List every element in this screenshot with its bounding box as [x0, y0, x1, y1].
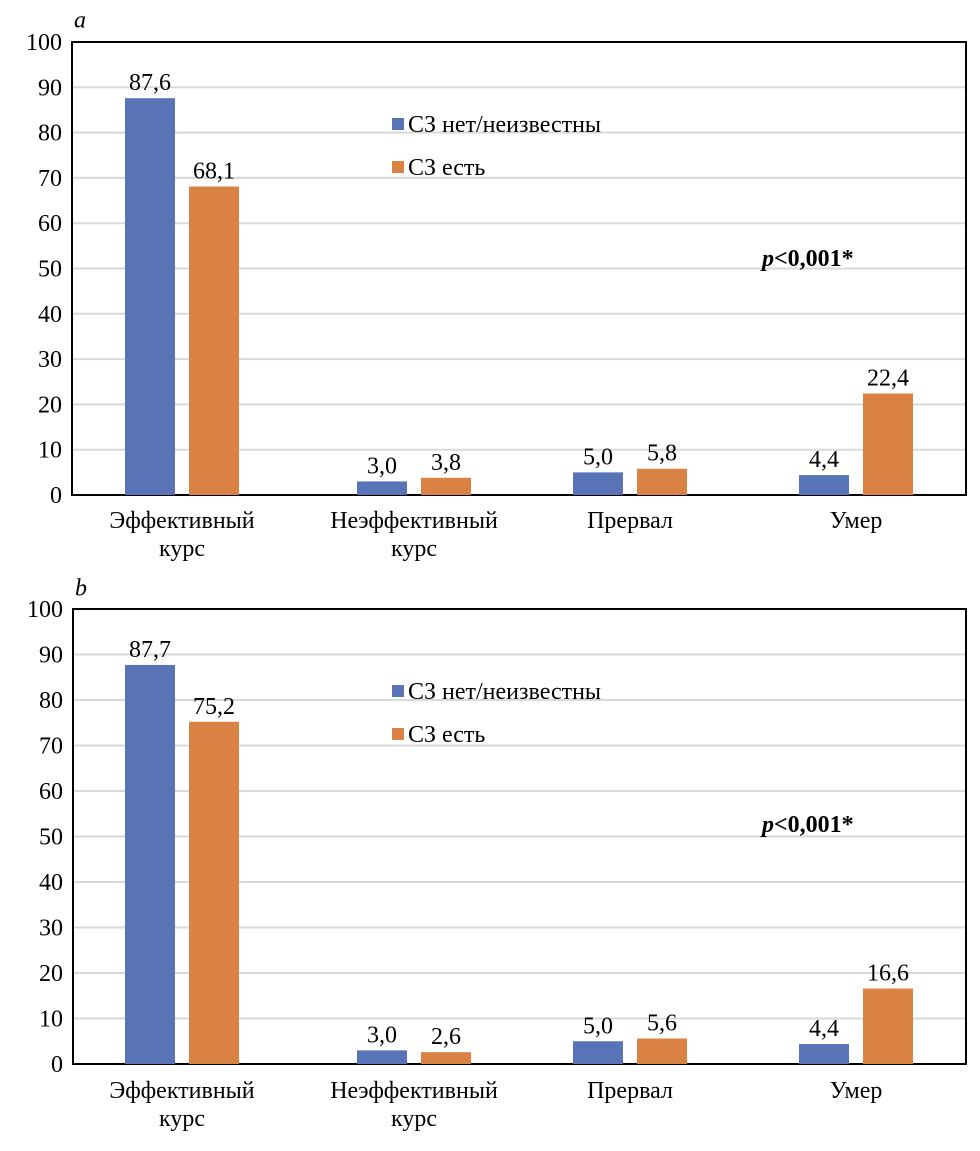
y-tick-label: 20 — [38, 392, 62, 418]
p-value-text: <0,001* — [774, 246, 854, 272]
y-tick-label: 10 — [38, 438, 62, 464]
data-label: 5,0 — [583, 444, 613, 470]
legend-swatch — [392, 728, 404, 740]
p-value-text: <0,001* — [774, 812, 854, 838]
data-label: 5,8 — [647, 441, 677, 467]
data-label: 68,1 — [193, 159, 235, 185]
chart-panel-b: b 0 10 20 30 40 50 60 70 80 90 100 87,7 3,0 5,0 4,4 75,2… — [27, 576, 967, 1132]
y-tick-label: 0 — [50, 483, 62, 509]
y-tick-label: 30 — [38, 347, 62, 373]
bar-sz — [863, 988, 913, 1064]
bar-no-sz — [357, 481, 407, 495]
p-symbol: p — [760, 246, 774, 272]
x-category-line: Эффективный — [109, 1078, 254, 1104]
x-category-label: Умер — [830, 508, 883, 534]
x-category-line: курс — [159, 536, 205, 562]
data-label: 5,0 — [583, 1013, 613, 1039]
legend-label: СЗ нет/неизвестны — [408, 112, 601, 138]
plot-area-border — [71, 41, 967, 496]
x-category-line: Неэффективный — [330, 508, 498, 534]
bar-sz — [421, 477, 471, 495]
data-label: 4,4 — [809, 447, 839, 473]
data-label: 87,7 — [129, 637, 171, 663]
x-category-label: Прервал — [587, 1078, 673, 1104]
x-category-line: курс — [391, 1106, 437, 1132]
legend-swatch — [392, 685, 404, 697]
y-tick-label: 60 — [39, 779, 63, 805]
bar-no-sz — [573, 472, 623, 495]
y-tick-label: 0 — [51, 1052, 63, 1078]
x-category-label: Эффективный курс — [109, 1078, 254, 1132]
x-category-line: Прервал — [587, 508, 673, 534]
data-label: 3,0 — [367, 453, 397, 479]
bar-sz — [637, 1038, 687, 1064]
bar-sz — [189, 721, 239, 1064]
y-tick-label: 90 — [39, 643, 63, 669]
y-tick-label: 80 — [38, 121, 62, 147]
y-tick-label: 100 — [27, 597, 63, 623]
bar-no-sz — [125, 664, 175, 1064]
bar-no-sz — [125, 98, 175, 495]
data-label: 2,6 — [431, 1024, 461, 1050]
p-value-annotation: p<0,001* — [760, 812, 854, 838]
x-category-label: Неэффективный курс — [330, 1078, 498, 1132]
legend-label: СЗ есть — [408, 155, 485, 181]
data-label: 16,6 — [867, 960, 909, 986]
x-category-line: курс — [159, 1106, 205, 1132]
legend-label: СЗ есть — [408, 722, 485, 748]
x-category-label: Прервал — [587, 508, 673, 534]
bar-sz — [863, 393, 913, 495]
x-category-line: курс — [391, 536, 437, 562]
x-category-line: Эффективный — [109, 508, 254, 534]
bar-no-sz — [799, 1043, 849, 1064]
y-tick-label: 50 — [39, 825, 63, 851]
legend-label: СЗ нет/неизвестны — [408, 679, 601, 705]
panel-label: a — [74, 8, 86, 34]
data-label: 4,4 — [809, 1016, 839, 1042]
data-label: 5,6 — [647, 1011, 677, 1037]
data-label: 3,8 — [431, 450, 461, 476]
y-tick-label: 80 — [39, 688, 63, 714]
data-label: 75,2 — [193, 694, 235, 720]
y-tick-label: 40 — [38, 302, 62, 328]
x-category-label: Неэффективный курс — [330, 508, 498, 562]
x-category-label: Эффективный курс — [109, 508, 254, 562]
y-tick-label: 100 — [26, 30, 62, 56]
data-label: 87,6 — [129, 70, 171, 96]
legend-swatch — [392, 118, 404, 130]
y-tick-label: 30 — [39, 916, 63, 942]
bar-sz — [637, 468, 687, 495]
bar-no-sz — [573, 1041, 623, 1064]
y-tick-label: 40 — [39, 870, 63, 896]
y-tick-label: 70 — [39, 734, 63, 760]
chart-panel-a: a 0 10 20 30 40 50 60 70 80 90 100 87,6 3,0 5,0 4,4 68,1… — [26, 8, 967, 562]
x-category-line: Умер — [830, 1078, 883, 1104]
p-value-annotation: p<0,001* — [760, 246, 854, 272]
bar-sz — [421, 1052, 471, 1064]
bar-sz — [189, 186, 239, 495]
bar-no-sz — [357, 1050, 407, 1064]
data-label: 3,0 — [367, 1022, 397, 1048]
bar-no-sz — [799, 475, 849, 495]
y-tick-label: 60 — [38, 211, 62, 237]
data-label: 22,4 — [867, 366, 909, 392]
y-tick-label: 20 — [39, 961, 63, 987]
x-category-line: Умер — [830, 508, 883, 534]
x-category-label: Умер — [830, 1078, 883, 1104]
y-tick-label: 10 — [39, 1007, 63, 1033]
x-category-line: Прервал — [587, 1078, 673, 1104]
plot-area-border — [72, 608, 967, 1065]
legend-swatch — [392, 161, 404, 173]
x-category-line: Неэффективный — [330, 1078, 498, 1104]
p-symbol: p — [760, 812, 774, 838]
y-tick-label: 70 — [38, 166, 62, 192]
y-tick-label: 50 — [38, 257, 62, 283]
y-tick-label: 90 — [38, 75, 62, 101]
panel-label: b — [75, 576, 87, 602]
